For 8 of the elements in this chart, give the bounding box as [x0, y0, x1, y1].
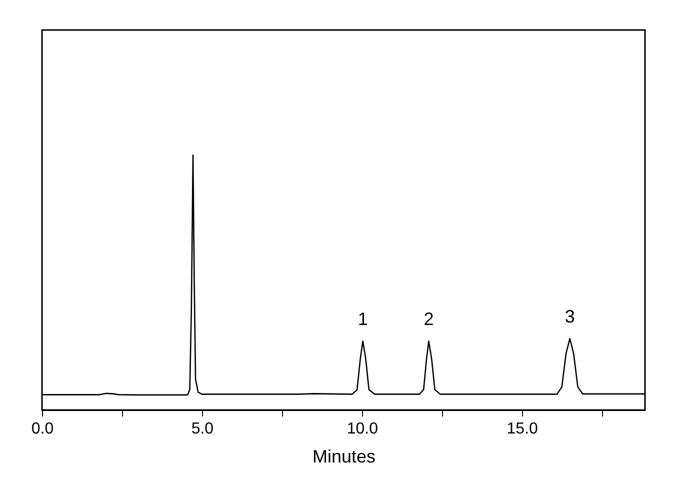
- x-tick-label: 10.0: [346, 420, 378, 438]
- x-tick-label: 15.0: [506, 420, 538, 438]
- annotation: 3: [564, 306, 575, 327]
- annotation: 2: [424, 309, 434, 330]
- x-axis-title: Minutes: [312, 446, 376, 466]
- x-tick-label: 0.0: [31, 420, 54, 438]
- annotation: 1: [358, 309, 368, 330]
- x-tick-label: 5.0: [191, 420, 214, 438]
